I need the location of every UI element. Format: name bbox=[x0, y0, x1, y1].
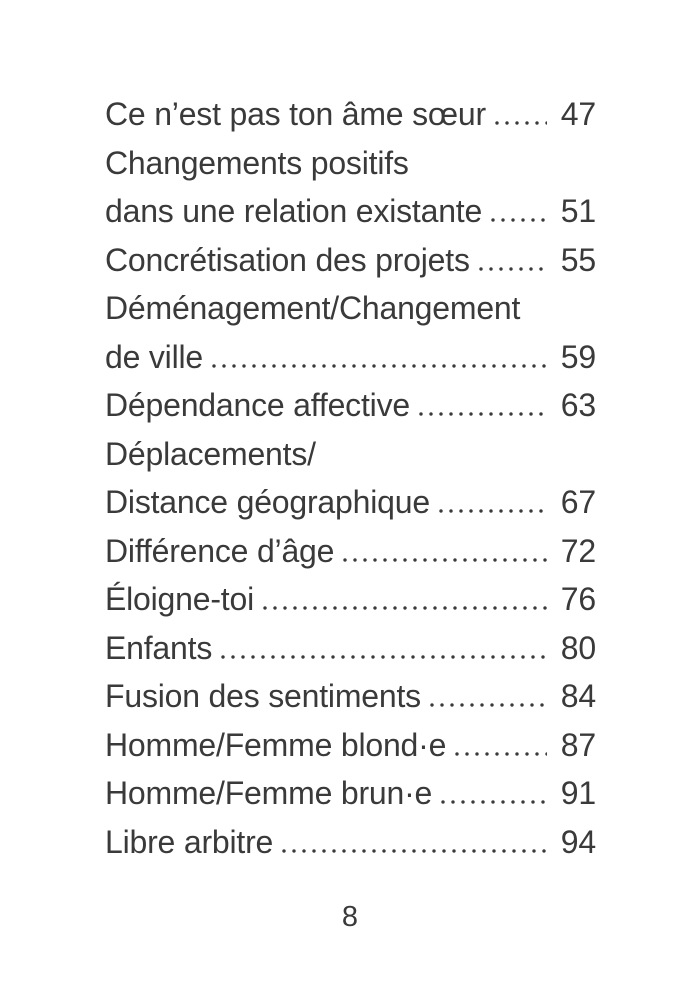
toc-entry: Éloigne-toi 76 bbox=[105, 575, 596, 624]
toc-entry: Homme/Femme brun·e 91 bbox=[105, 769, 596, 818]
toc-entry-line: Libre arbitre 94 bbox=[105, 818, 596, 867]
dot-leader bbox=[478, 266, 547, 271]
toc-entry-line: Homme/Femme blond·e 87 bbox=[105, 721, 596, 770]
dot-leader bbox=[221, 654, 547, 659]
dot-leader bbox=[343, 557, 547, 562]
toc-entry-page-number: 51 bbox=[560, 193, 596, 229]
toc-entry-title: Libre arbitre bbox=[105, 823, 274, 860]
toc-entry: Différence d’âge 72 bbox=[105, 527, 596, 576]
dot-leader bbox=[491, 218, 547, 222]
toc-entry-line: Homme/Femme brun·e 91 bbox=[105, 769, 596, 818]
table-of-contents: Ce n’est pas ton âme sœur 47 Changements p… bbox=[105, 90, 596, 866]
toc-entry-line: dans une relation existante 51 bbox=[105, 187, 596, 236]
toc-entry-title: Déménagement/Changement bbox=[105, 290, 521, 326]
toc-entry-line: de ville 59 bbox=[105, 333, 596, 382]
toc-entry-line: Changements positifs bbox=[105, 139, 596, 188]
toc-entry-line: Distance géographique 67 bbox=[105, 478, 596, 527]
toc-entry-title: Enfants bbox=[105, 629, 213, 666]
toc-entry-line: Dépendance affective 63 bbox=[105, 381, 596, 430]
toc-entry-line: Éloigne-toi 76 bbox=[105, 575, 596, 624]
toc-entry-title: Éloigne-toi bbox=[105, 581, 255, 617]
page-number: 8 bbox=[341, 901, 359, 933]
toc-entry-line: Fusion des sentiments 84 bbox=[105, 672, 596, 721]
dot-leader bbox=[441, 800, 547, 804]
toc-entry-title: Dépendance affective bbox=[105, 387, 410, 423]
toc-entry-line: Concrétisation des projets 55 bbox=[105, 236, 596, 285]
toc-entry-page-number: 59 bbox=[560, 338, 596, 375]
toc-entry-page-number: 47 bbox=[560, 96, 596, 132]
toc-entry: Concrétisation des projets 55 bbox=[105, 236, 596, 285]
dot-leader bbox=[212, 363, 547, 368]
toc-entry-title: Déplacements/ bbox=[105, 435, 316, 472]
toc-entry-line: Déménagement/Changement bbox=[105, 284, 596, 333]
toc-entry-title: dans une relation existante bbox=[105, 193, 483, 229]
toc-entry: Enfants 80 bbox=[105, 624, 596, 673]
toc-entry-line: Ce n’est pas ton âme sœur 47 bbox=[105, 90, 596, 139]
toc-entry-page-number: 63 bbox=[560, 387, 596, 423]
toc-entry: Déplacements/Distance géographique 67 bbox=[105, 430, 596, 527]
dot-leader bbox=[494, 121, 547, 125]
dot-leader bbox=[429, 703, 547, 707]
toc-entry-title: de ville bbox=[105, 338, 204, 375]
toc-entry-page-number: 94 bbox=[560, 823, 596, 860]
toc-entry-page-number: 84 bbox=[560, 678, 596, 714]
toc-entry: Fusion des sentiments 84 bbox=[105, 672, 596, 721]
toc-entry: Dépendance affective 63 bbox=[105, 381, 596, 430]
dot-leader bbox=[455, 751, 547, 756]
toc-entry-title: Changements positifs bbox=[105, 144, 409, 181]
toc-entry-line: Différence d’âge 72 bbox=[105, 527, 596, 576]
dot-leader bbox=[282, 848, 547, 853]
toc-entry-page-number: 76 bbox=[560, 581, 596, 617]
toc-entry-title: Ce n’est pas ton âme sœur bbox=[105, 96, 486, 132]
toc-entry: Ce n’est pas ton âme sœur 47 bbox=[105, 90, 596, 139]
toc-entry-page-number: 55 bbox=[560, 241, 596, 278]
toc-entry: Libre arbitre 94 bbox=[105, 818, 596, 867]
toc-entry-page-number: 87 bbox=[560, 726, 596, 763]
toc-entry-page-number: 67 bbox=[560, 484, 596, 520]
toc-entry-title: Différence d’âge bbox=[105, 532, 335, 569]
dot-leader bbox=[438, 509, 547, 513]
toc-entry-line: Déplacements/ bbox=[105, 430, 596, 479]
dot-leader bbox=[418, 412, 547, 416]
toc-entry-title: Concrétisation des projets bbox=[105, 241, 470, 278]
toc-entry-title: Homme/Femme blond·e bbox=[105, 726, 447, 763]
dot-leader bbox=[263, 606, 547, 610]
toc-entry: Homme/Femme blond·e 87 bbox=[105, 721, 596, 770]
toc-entry: Déménagement/Changement de ville 59 bbox=[105, 284, 596, 381]
toc-entry: Changements positifs dans une relation ex… bbox=[105, 139, 596, 236]
toc-entry-title: Distance géographique bbox=[105, 484, 430, 520]
toc-entry-line: Enfants 80 bbox=[105, 624, 596, 673]
toc-entry-page-number: 80 bbox=[560, 629, 596, 666]
toc-entry-page-number: 72 bbox=[560, 532, 596, 569]
toc-entry-title: Fusion des sentiments bbox=[105, 678, 421, 714]
toc-entry-title: Homme/Femme brun·e bbox=[105, 775, 433, 811]
toc-entry-page-number: 91 bbox=[560, 775, 596, 811]
